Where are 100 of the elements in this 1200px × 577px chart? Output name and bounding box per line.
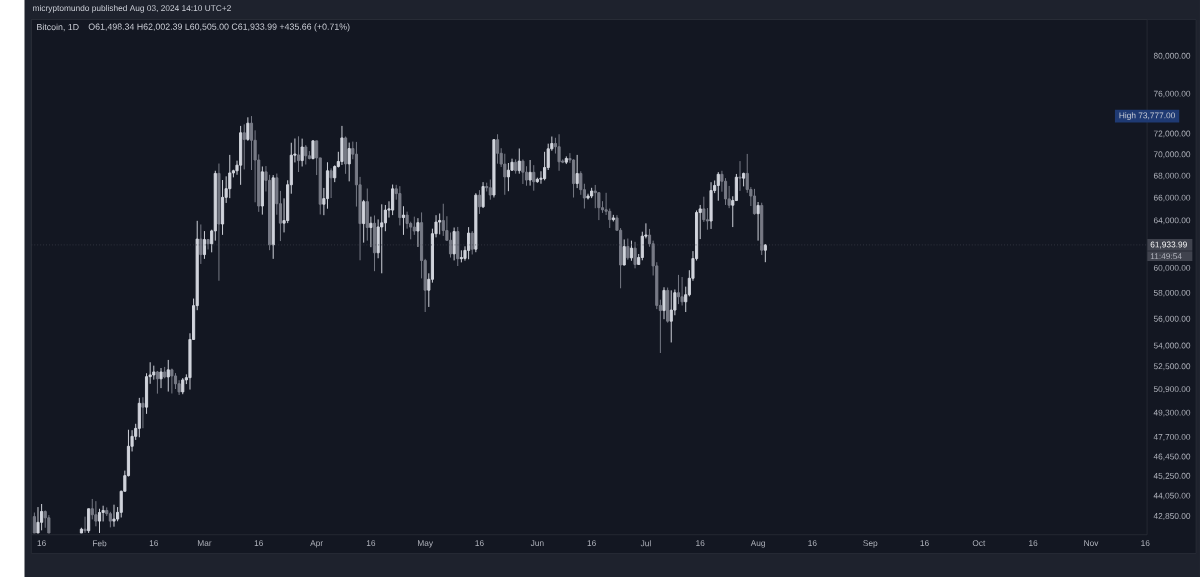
candlestick <box>669 289 673 343</box>
x-tick-label: Apr <box>310 540 323 548</box>
candlestick <box>163 366 167 379</box>
x-tick-label: Mar <box>197 540 212 546</box>
y-tick-label: 60,000.00 <box>1153 264 1191 272</box>
candlestick <box>220 179 225 236</box>
y-tick-label: 47,700.00 <box>1153 434 1191 441</box>
x-tick-label: 16 <box>254 540 263 547</box>
candlestick <box>662 286 666 320</box>
candlestick <box>412 216 416 236</box>
candlestick <box>626 238 630 261</box>
y-tick-label: 66,000.00 <box>1153 194 1191 202</box>
candlestick <box>159 367 163 389</box>
candlestick <box>517 148 521 175</box>
candlestick <box>40 503 44 531</box>
candlestick <box>752 188 757 216</box>
chart-subtitle: O61,498.34 H62,002.39 L60,505.00 C61,933.99 +435.66 (+0.71%) <box>88 23 350 32</box>
candlestick <box>495 133 500 165</box>
candlestick <box>441 203 445 237</box>
x-tick-label: Oct <box>972 540 986 547</box>
candlestick <box>633 241 637 269</box>
candlestick <box>300 138 304 167</box>
candlestick <box>590 187 594 199</box>
x-tick-label: Jul <box>640 540 651 547</box>
candlestick <box>709 181 713 230</box>
candlestick <box>228 154 232 199</box>
candlestick <box>329 167 333 199</box>
candlestick <box>311 140 315 160</box>
x-tick-label: 16 <box>149 540 159 547</box>
candlestick <box>260 166 264 216</box>
x-tick-label: 16 <box>920 540 929 547</box>
y-tick-label: 80,000.00 <box>1153 52 1191 60</box>
candlestick <box>47 514 51 534</box>
candlestick <box>481 181 485 209</box>
candlestick <box>416 217 420 248</box>
candlestick <box>141 396 145 429</box>
x-tick-label: Feb <box>93 540 107 547</box>
candlestick <box>94 500 98 527</box>
candlestick <box>217 163 221 282</box>
candlestick <box>380 203 384 274</box>
candlestick <box>564 155 568 165</box>
y-tick-label: 54,000.00 <box>1153 342 1191 350</box>
candlestick <box>83 516 87 534</box>
candlestick <box>166 359 170 393</box>
y-tick-label: 58,000.00 <box>1153 289 1191 297</box>
candlestick <box>137 397 141 438</box>
x-tick-label: 16 <box>366 540 376 547</box>
candlestick <box>611 214 615 222</box>
candlestick <box>680 276 684 307</box>
candlestick <box>239 125 243 186</box>
candlestick <box>206 238 210 250</box>
candlestick <box>506 162 510 192</box>
candlestick <box>521 158 525 185</box>
candlestick <box>742 172 746 187</box>
candlestick <box>202 230 207 260</box>
candlestick <box>575 154 579 189</box>
y-tick-label: 76,000.00 <box>1153 90 1191 98</box>
candlestick <box>528 159 532 187</box>
y-tick-label: 64,000.00 <box>1153 217 1191 225</box>
candlestick <box>514 158 518 175</box>
x-tick-label: 16 <box>1141 540 1150 547</box>
y-tick-label: 42,850.00 <box>1153 513 1191 520</box>
candlestick <box>459 249 463 263</box>
x-tick-label: May <box>417 540 434 548</box>
candlestick <box>369 216 373 248</box>
candlestick <box>488 179 492 201</box>
candlestick <box>622 238 626 266</box>
candlestick <box>557 133 561 172</box>
candlestick <box>246 116 250 142</box>
candlestick <box>152 365 156 381</box>
candlestick <box>452 227 456 261</box>
text: micryptomundo published Aug 03, 2024 14:10 UTC+2 <box>33 4 231 13</box>
candlestick <box>242 123 246 170</box>
candlestick <box>474 192 478 253</box>
candlestick <box>170 368 174 394</box>
candlestick <box>347 142 351 182</box>
candlestick <box>477 189 482 215</box>
candlestick <box>97 508 102 534</box>
x-tick-label: Aug <box>750 540 765 548</box>
y-tick-label: 52,500.00 <box>1153 363 1191 371</box>
candlestick <box>398 185 402 226</box>
x-tick-label: Sep <box>863 540 878 548</box>
x-tick-label: 16 <box>696 540 705 547</box>
candlestick <box>181 377 185 395</box>
candlestick <box>756 201 760 242</box>
candlestick <box>532 164 536 192</box>
candlestick <box>304 144 308 166</box>
x-tick-label: Jun <box>530 540 544 546</box>
candlestick <box>676 274 681 305</box>
ref-line-label: 61,933.99 <box>1150 241 1187 249</box>
text: 11:49:54 <box>1150 253 1182 260</box>
candlestick <box>470 230 474 255</box>
candlestick <box>763 243 767 263</box>
y-tick-label: 44,050.00 <box>1153 492 1191 500</box>
candlestick <box>492 138 496 198</box>
candlestick <box>344 136 348 175</box>
y-tick-label: 56,000.00 <box>1153 315 1191 323</box>
candlestick <box>716 171 720 202</box>
candlestick <box>738 160 742 192</box>
y-tick-label: 70,000.00 <box>1153 151 1191 159</box>
